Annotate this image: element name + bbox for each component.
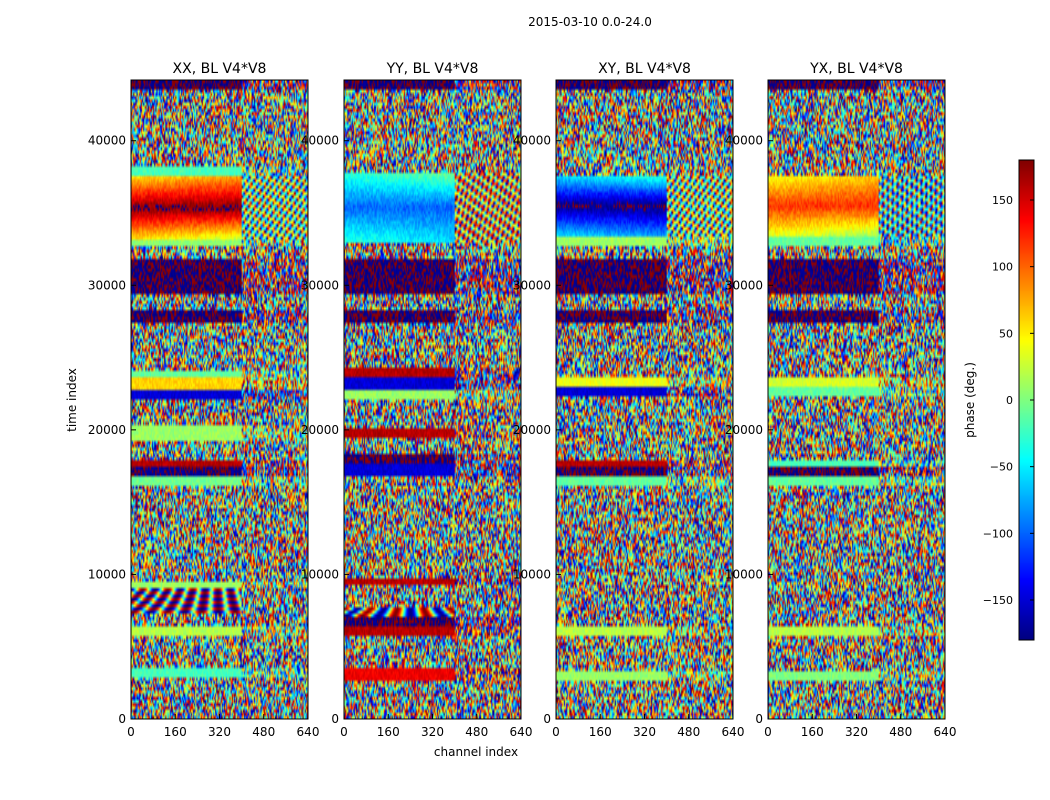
x-tick-label: 480 xyxy=(465,725,488,739)
x-tick-label: 480 xyxy=(252,725,275,739)
y-tick-label: 20000 xyxy=(301,423,339,437)
y-tick-label: 30000 xyxy=(725,278,763,292)
y-tick-label: 10000 xyxy=(88,567,126,581)
y-tick-label: 30000 xyxy=(301,278,339,292)
x-tick-label: 160 xyxy=(377,725,400,739)
colorbar-tick-label: −50 xyxy=(990,461,1013,474)
heatmap-panels: XX, BL V4*V8 0 160 320 480 640 0 10000 20000 3000… xyxy=(88,61,957,739)
x-tick-label: 0 xyxy=(340,725,348,739)
y-tick-label: 0 xyxy=(755,712,763,726)
x-tick-label: 640 xyxy=(722,725,745,739)
panel-title: YY, BL V4*V8 xyxy=(386,61,479,77)
y-tick-label: 0 xyxy=(543,712,551,726)
y-tick-label: 10000 xyxy=(301,567,339,581)
panel-title: XX, BL V4*V8 xyxy=(173,61,267,77)
x-tick-label: 160 xyxy=(164,725,187,739)
x-tick-label: 320 xyxy=(208,725,231,739)
heatmap-panel-3: XY, BL V4*V8 0 160 320 480 640 0 10000 20000 3000… xyxy=(513,61,745,739)
colorbar-tick-label: 150 xyxy=(992,194,1013,207)
y-tick-label: 30000 xyxy=(513,278,551,292)
heatmap-panel-1: XX, BL V4*V8 0 160 320 480 640 0 10000 20000 3000… xyxy=(88,61,320,739)
y-tick-label: 10000 xyxy=(725,567,763,581)
heatmap-panel-4: YX, BL V4*V8 0 160 320 480 640 0 10000 20000 3000… xyxy=(725,61,957,739)
x-tick-label: 0 xyxy=(127,725,135,739)
colorbar-tick-label: 100 xyxy=(992,261,1013,274)
x-tick-label: 160 xyxy=(801,725,824,739)
colorbar-gradient xyxy=(1019,160,1034,640)
colorbar-tick-label: −150 xyxy=(983,594,1013,607)
x-tick-label: 640 xyxy=(934,725,957,739)
y-tick-label: 20000 xyxy=(513,423,551,437)
panel-title: YX, BL V4*V8 xyxy=(809,61,903,77)
colorbar-tick-label: 50 xyxy=(999,327,1013,340)
y-tick-label: 20000 xyxy=(725,423,763,437)
colorbar-label: phase (deg.) xyxy=(963,362,977,438)
x-tick-label: 320 xyxy=(421,725,444,739)
x-tick-label: 0 xyxy=(552,725,560,739)
x-tick-label: 160 xyxy=(589,725,612,739)
phase-heatmap-image xyxy=(131,80,308,719)
colorbar-tick-label: 0 xyxy=(1006,394,1013,407)
x-tick-label: 480 xyxy=(677,725,700,739)
figure-suptitle: 2015-03-10 0.0-24.0 xyxy=(528,15,652,29)
y-tick-label: 40000 xyxy=(88,134,126,148)
y-tick-label: 20000 xyxy=(88,423,126,437)
colorbar-tick-label: −100 xyxy=(983,527,1013,540)
x-tick-label: 640 xyxy=(297,725,320,739)
x-tick-label: 480 xyxy=(889,725,912,739)
phase-heatmap-image xyxy=(768,80,945,719)
phase-heatmap-image xyxy=(556,80,733,719)
y-tick-label: 0 xyxy=(118,712,126,726)
y-tick-label: 40000 xyxy=(513,134,551,148)
y-tick-label: 10000 xyxy=(513,567,551,581)
panel-title: XY, BL V4*V8 xyxy=(598,61,691,77)
x-axis-label: channel index xyxy=(434,745,518,759)
y-tick-label: 30000 xyxy=(88,278,126,292)
y-tick-label: 40000 xyxy=(725,134,763,148)
y-tick-label: 0 xyxy=(331,712,339,726)
x-tick-label: 0 xyxy=(764,725,772,739)
y-tick-label: 40000 xyxy=(301,134,339,148)
colorbar: −150 −100 −50 0 50 100 150 xyxy=(983,159,1035,641)
phase-heatmap-image xyxy=(344,80,521,719)
y-axis-label: time index xyxy=(65,368,79,432)
x-tick-label: 640 xyxy=(510,725,533,739)
heatmap-panel-2: YY, BL V4*V8 0 160 320 480 640 0 10000 20000 3000… xyxy=(301,61,533,739)
x-tick-label: 320 xyxy=(633,725,656,739)
x-tick-label: 320 xyxy=(845,725,868,739)
